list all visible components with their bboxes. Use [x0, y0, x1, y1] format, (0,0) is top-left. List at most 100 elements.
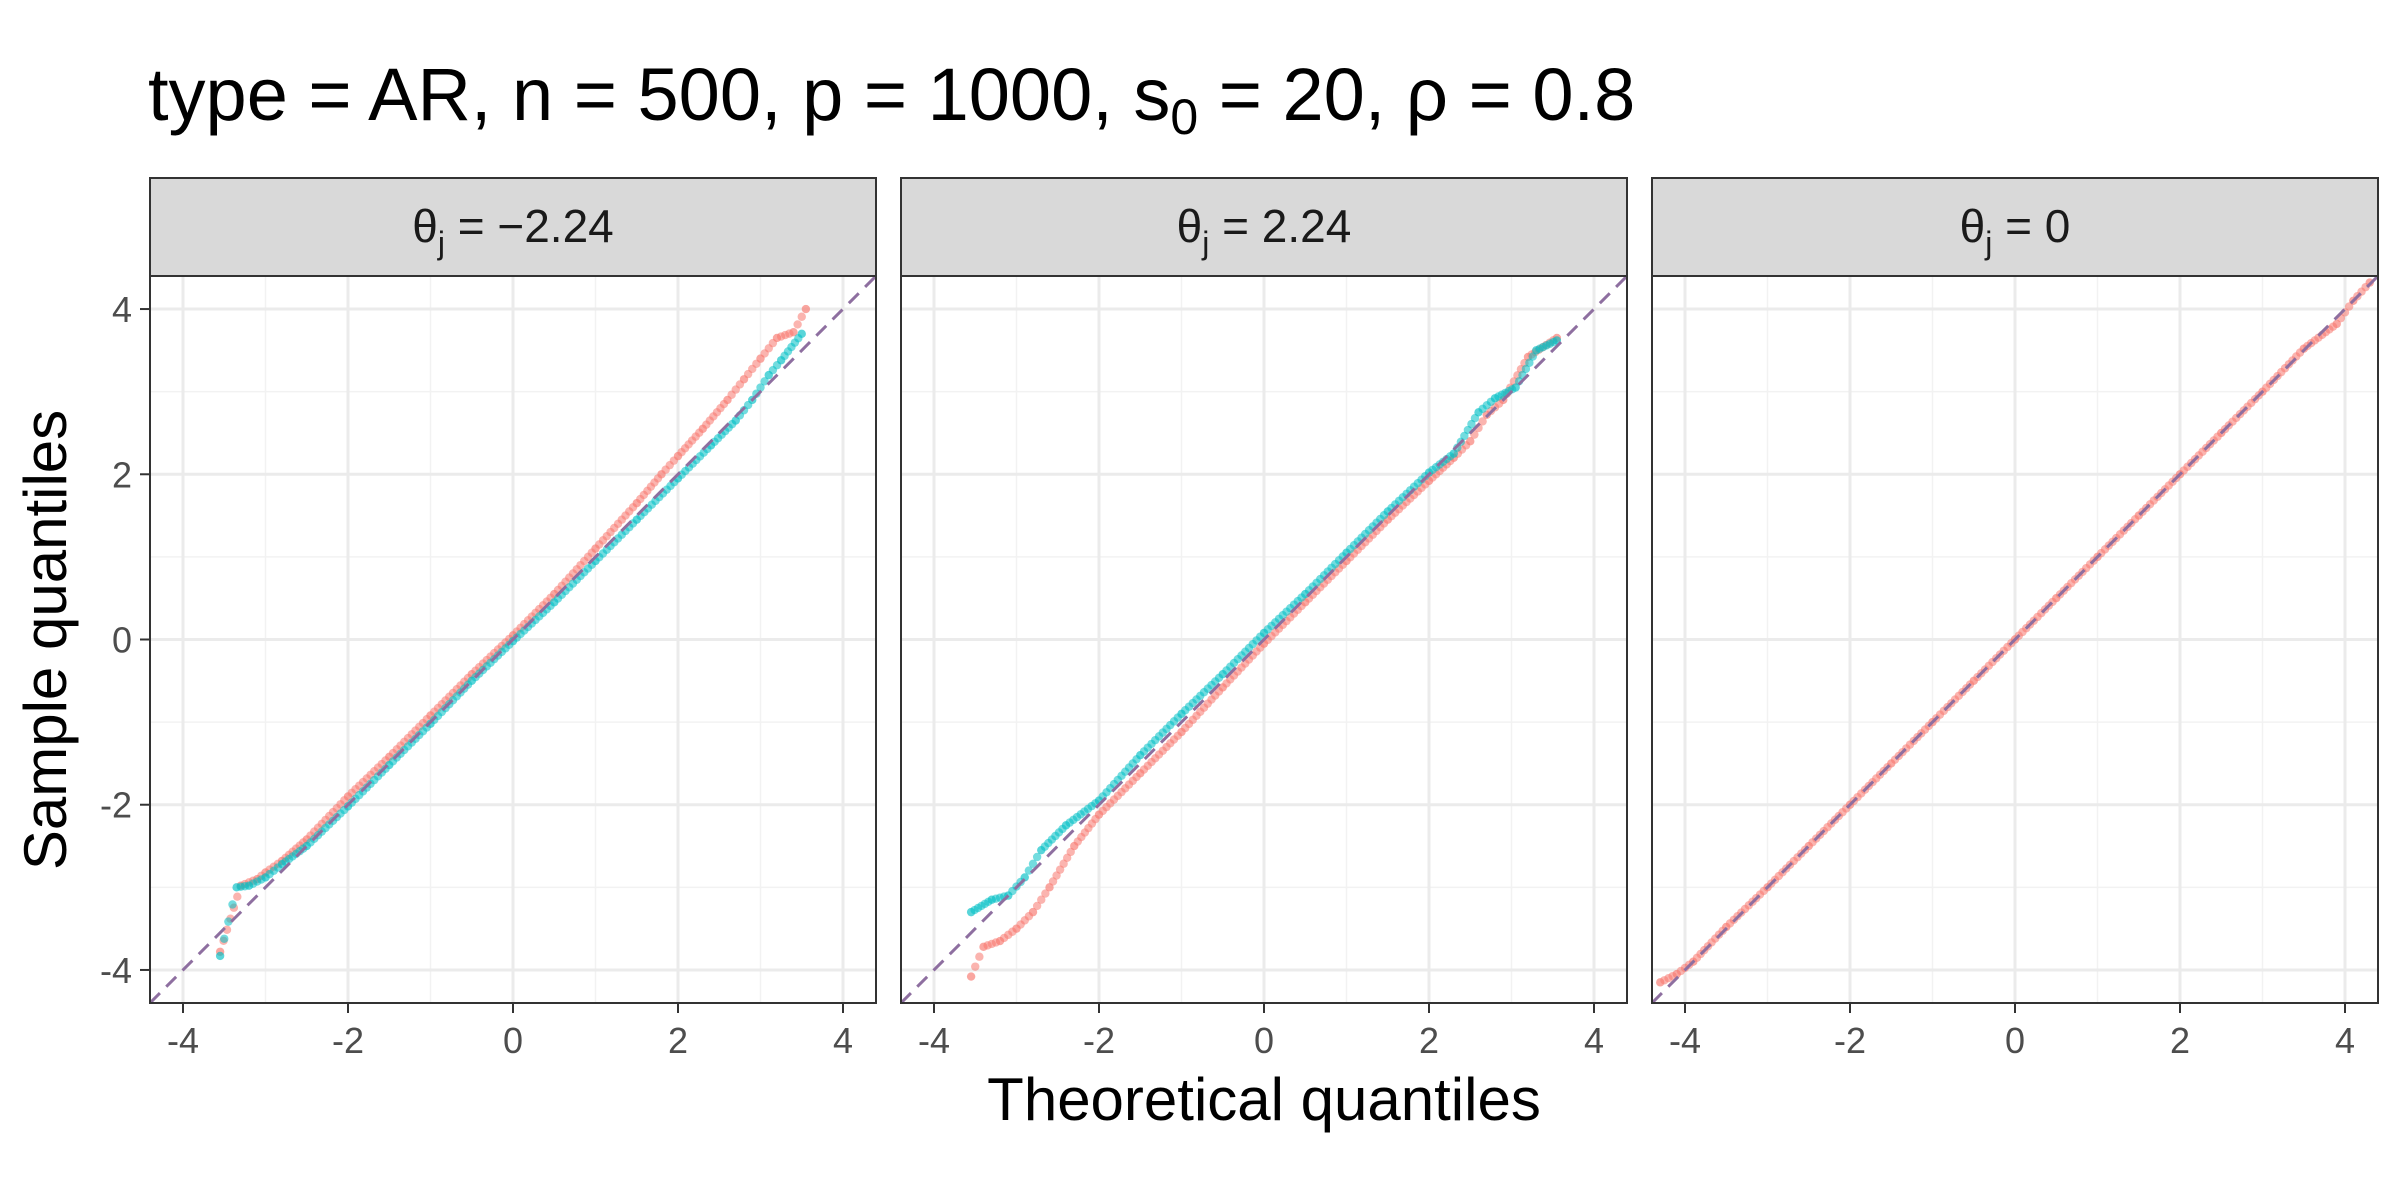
- data-point: [1470, 414, 1480, 423]
- data-point: [215, 951, 225, 961]
- y-tick-label: 4: [112, 289, 132, 330]
- data-point: [669, 456, 679, 465]
- data-point: [1256, 632, 1265, 641]
- data-point: [224, 917, 233, 926]
- x-tick-label: -4: [1669, 1020, 1701, 1061]
- x-axis-title: Theoretical quantiles: [987, 1066, 1541, 1133]
- data-point: [1214, 673, 1224, 683]
- data-point: [695, 428, 704, 437]
- data-point: [728, 419, 737, 429]
- facet-panel-1: θj = −2.24 -4 -2 0 2 4 -4 -2 0 2 4: [100, 177, 877, 1061]
- x-tick-label: 0: [1254, 1020, 1274, 1061]
- facet-strip-label: θj = 0: [1960, 200, 2071, 261]
- facet-strip-label: θj = −2.24: [412, 200, 614, 261]
- data-point: [1525, 358, 1534, 367]
- data-point: [768, 338, 778, 348]
- data-point: [756, 383, 765, 392]
- data-point: [772, 361, 782, 370]
- facet-strip-label: θj = 2.24: [1177, 200, 1352, 261]
- data-point: [991, 938, 1001, 947]
- x-tick-label: -2: [332, 1020, 364, 1061]
- x-tick-label: -2: [1834, 1020, 1866, 1061]
- data-point: [1132, 772, 1141, 782]
- reference-line: [1652, 276, 2378, 1003]
- data-point: [1024, 912, 1034, 921]
- data-point: [966, 972, 976, 981]
- series-red: [215, 304, 811, 956]
- reference-line: [150, 276, 876, 1003]
- data-point: [1528, 352, 1538, 361]
- x-tick-label: 2: [1419, 1020, 1439, 1061]
- data-point: [233, 892, 242, 901]
- data-point: [628, 503, 638, 512]
- data-point: [735, 380, 745, 389]
- x-tick-label: -2: [1083, 1020, 1115, 1061]
- data-point: [222, 925, 232, 934]
- chart-title: type = AR, n = 500, p = 1000, s0 = 20, ρ…: [148, 52, 1635, 146]
- x-tick-label: 2: [668, 1020, 688, 1061]
- chart-title-prefix: type = AR, n = 500, p = 1000, s: [148, 53, 1171, 136]
- data-point: [1173, 713, 1182, 722]
- data-layer: [901, 276, 1627, 1003]
- data-layer: [150, 276, 876, 1003]
- data-point: [801, 304, 811, 314]
- data-point: [1549, 337, 1558, 347]
- data-point: [975, 952, 984, 961]
- data-point: [743, 400, 753, 410]
- data-point: [1379, 511, 1389, 520]
- chart-title-suffix: = 20, ρ = 0.8: [1198, 53, 1636, 136]
- chart-title-subscript: 0: [1170, 89, 1199, 145]
- x-tick-label: 4: [1584, 1020, 1604, 1061]
- data-point: [1478, 417, 1487, 426]
- y-axis-title: Sample quantiles: [12, 410, 79, 870]
- data-point: [2344, 302, 2354, 311]
- facet-strip: [1651, 177, 2379, 277]
- x-tick-label: 0: [2005, 1020, 2025, 1061]
- data-point: [1032, 852, 1042, 862]
- x-tick-label: -4: [167, 1020, 199, 1061]
- data-point: [1037, 895, 1046, 904]
- data-point: [1486, 397, 1496, 406]
- data-point: [797, 312, 806, 321]
- data-point: [1091, 814, 1100, 824]
- data-point: [1297, 593, 1306, 602]
- y-tick-label: 2: [112, 454, 132, 495]
- data-point: [273, 863, 283, 872]
- x-tick-label: 0: [503, 1020, 523, 1061]
- data-point: [220, 934, 229, 943]
- data-point: [1058, 824, 1067, 834]
- data-point: [1008, 927, 1017, 936]
- data-point: [719, 399, 729, 409]
- series-red: [966, 333, 1562, 981]
- x-tick-label: -4: [918, 1020, 950, 1061]
- data-point: [984, 897, 993, 906]
- data-point: [785, 329, 794, 338]
- data-point: [1173, 731, 1182, 740]
- facet-panel-3: θj = 0 -4 -2 0 2 4: [1651, 177, 2379, 1061]
- data-point: [752, 359, 761, 368]
- reference-line: [901, 276, 1627, 1003]
- data-point: [2328, 322, 2338, 331]
- data-layer: [1652, 276, 2378, 1003]
- y-tick-label: 0: [112, 620, 132, 661]
- data-point: [1521, 364, 1531, 374]
- facet-strip: [149, 177, 877, 277]
- series-teal: [966, 336, 1562, 917]
- data-point: [1446, 452, 1455, 461]
- data-point: [228, 900, 237, 909]
- data-point: [793, 320, 802, 329]
- data-point: [794, 334, 803, 343]
- y-tick-label: -4: [100, 950, 132, 991]
- data-point: [1028, 859, 1038, 868]
- data-point: [2213, 432, 2222, 441]
- x-tick-label: 2: [2170, 1020, 2190, 1061]
- data-point: [653, 474, 663, 483]
- x-tick-label: 4: [833, 1020, 853, 1061]
- data-point: [587, 548, 596, 557]
- data-point: [1066, 847, 1075, 857]
- x-tick-label: 4: [2335, 1020, 2355, 1061]
- data-point: [1041, 889, 1050, 898]
- facet-panel-2: θj = 2.24 -4 -2 0 2 4: [900, 177, 1628, 1061]
- data-point: [1256, 643, 1265, 652]
